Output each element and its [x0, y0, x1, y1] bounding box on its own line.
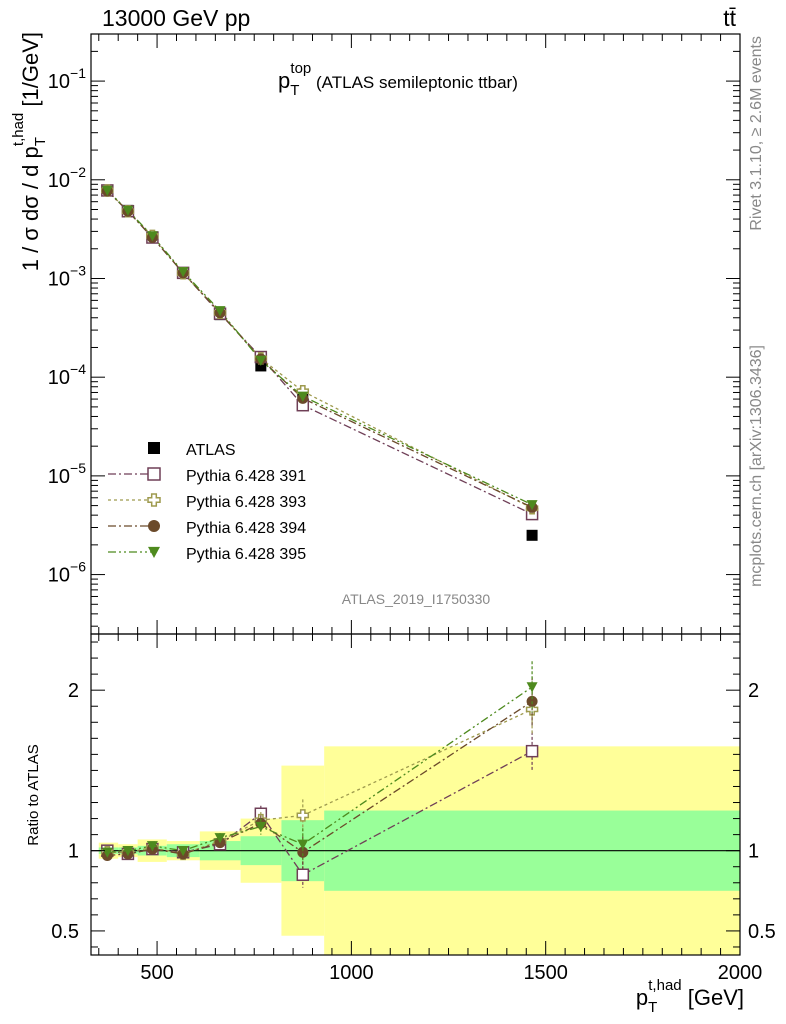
data-point-4-7: [526, 500, 538, 511]
ratio-y-tick-label-right: 1: [748, 841, 759, 863]
x-axis-label-sub: T: [648, 999, 657, 1016]
main-y-tick-label: 10−4: [48, 361, 86, 389]
ratio-y-tick-label-left: 1: [68, 841, 79, 863]
ratio-point-3-5: [255, 821, 267, 833]
main-y-axis-label-post: [1/GeV]: [18, 32, 43, 113]
header-process-label: tt̄: [723, 5, 736, 31]
ratio-y-tick-label-left: 0.5: [51, 921, 79, 943]
legend: ATLAS Pythia 6.428 391 Pythia 6.428 393 Pyt…: [108, 442, 306, 563]
data-point-4-5: [255, 355, 267, 366]
plot-title-main: p: [278, 68, 290, 93]
x-tick-label: 1500: [523, 962, 568, 984]
legend-entry-label: Pythia 6.428 393: [186, 494, 306, 511]
plot-title-sup: top: [290, 60, 311, 77]
mcplots-label: mcplots.cern.ch [arXiv:1306.3436]: [748, 345, 765, 587]
tick-exponent: −4: [70, 361, 86, 377]
legend-marker: [148, 520, 160, 532]
main-plot: [101, 184, 539, 541]
ratio-point-3-0: [101, 847, 113, 858]
x-tick-label: 2000: [718, 962, 763, 984]
ratio-line-0: [107, 750, 533, 876]
plot-title-rest: (ATLAS semileptonic ttbar): [311, 73, 518, 92]
series-line-4: [106, 189, 533, 506]
x-axis-label: pTt,had [GeV]: [636, 977, 744, 1016]
tick-exponent: −6: [70, 559, 86, 575]
ratio-point-3-2: [146, 841, 158, 852]
ratio-point-3-6: [297, 839, 309, 850]
tick-base: 10: [48, 565, 70, 587]
data-point-4-2: [146, 231, 158, 242]
main-frame: [90, 33, 741, 635]
ratio-point-3-7: [526, 682, 538, 693]
x-axis-label-sup: t,had: [648, 977, 681, 994]
ratio-y-tick-label-right: 2: [748, 680, 759, 702]
x-axis-label-pre: p: [636, 985, 648, 1010]
legend-marker: [148, 546, 160, 558]
rivet-version-label: Rivet 3.1.10, ≥ 2.6M events: [748, 36, 765, 231]
tick-base: 10: [48, 268, 70, 290]
ratio-plot: [101, 661, 539, 888]
main-y-axis-label-sup: t,had: [10, 113, 27, 146]
legend-marker: [147, 493, 161, 507]
ratio-point-3-3: [177, 846, 189, 857]
main-y-tick-label: 10−1: [48, 65, 86, 93]
ratio-point-2-6: [297, 846, 309, 858]
analysis-watermark: ATLAS_2019_I1750330: [342, 591, 491, 607]
series-line-2: [106, 189, 533, 509]
data-point-0-5: [255, 360, 267, 372]
x-tick-label: 500: [140, 962, 173, 984]
ratio-y-axis-label: Ratio to ATLAS: [25, 744, 42, 845]
legend-entry-label: Pythia 6.428 391: [186, 468, 306, 485]
tick-exponent: −1: [70, 65, 86, 81]
legend-entry-label: Pythia 6.428 395: [186, 546, 306, 563]
ratio-point-0-7: [525, 744, 539, 758]
tick-exponent: −5: [70, 460, 86, 476]
plot-title-sub: T: [290, 82, 299, 99]
ratio-y-tick-label-right: 0.5: [748, 921, 776, 943]
main-y-axis-label: 1 / σ dσ / d pTt,had [1/GeV]: [10, 32, 49, 271]
legend-entry-label: Pythia 6.428 394: [186, 520, 306, 537]
ratio-point-0-6: [296, 868, 310, 881]
ratio-frame: [90, 633, 741, 956]
tick-base: 10: [48, 71, 70, 93]
main-y-tick-label: 10−6: [48, 559, 86, 587]
tick-base: 10: [48, 466, 70, 488]
main-y-tick-label: 10−3: [48, 262, 86, 290]
data-point-4-3: [177, 267, 189, 278]
ratio-uncertainty-bands: [91, 746, 740, 955]
ratio-point-3-4: [214, 833, 226, 844]
tick-exponent: −3: [70, 262, 86, 278]
ratio-point-3-1: [122, 846, 134, 857]
series-line-3: [106, 190, 533, 508]
legend-marker: [147, 467, 161, 481]
header-energy-label: 13000 GeV pp: [102, 5, 250, 31]
main-y-tick-label: 10−5: [48, 460, 86, 488]
ratio-y-tick-label-left: 2: [68, 680, 79, 702]
data-point-0-7: [526, 529, 538, 541]
ratio-line-3: [107, 686, 533, 853]
plot-title: pTtop (ATLAS semileptonic ttbar): [278, 60, 518, 99]
tick-exponent: −2: [70, 164, 86, 180]
data-point-4-4: [214, 306, 226, 317]
data-point-4-1: [122, 205, 134, 216]
legend-marker: [148, 442, 160, 454]
ratio-point-1-6: [296, 809, 310, 822]
data-point-4-6: [297, 391, 309, 402]
series-line-1: [106, 189, 533, 515]
tick-base: 10: [48, 367, 70, 389]
x-tick-label: 1000: [329, 962, 374, 984]
tick-base: 10: [48, 170, 70, 192]
main-y-tick-label: 10−2: [48, 164, 86, 192]
x-axis-label-post: [GeV]: [682, 985, 744, 1010]
main-y-axis-label-pre: 1 / σ dσ / d p: [18, 146, 43, 271]
legend-entry-label: ATLAS: [186, 442, 236, 459]
data-point-4-0: [101, 185, 113, 196]
main-y-axis-label-sub: T: [32, 137, 49, 146]
